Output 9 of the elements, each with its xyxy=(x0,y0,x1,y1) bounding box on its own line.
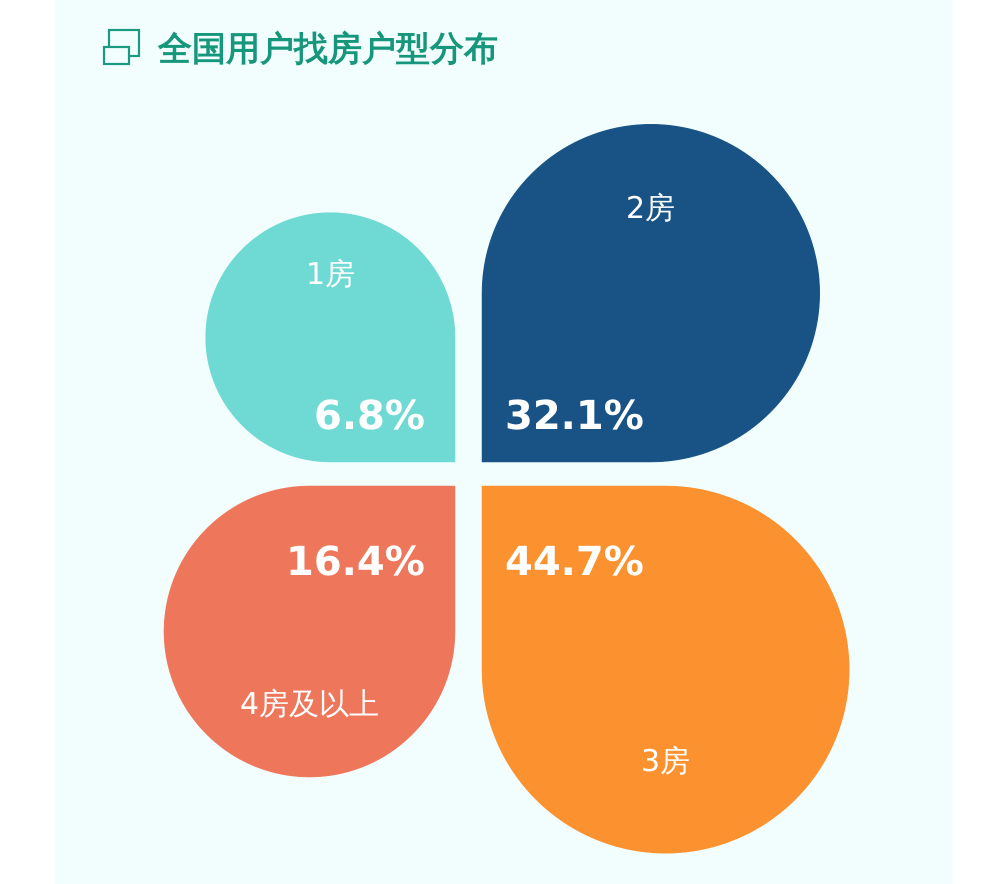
category-label: 4房及以上 xyxy=(240,687,380,722)
data-label: 16.4% xyxy=(286,539,425,585)
data-label: 44.7% xyxy=(505,539,644,585)
category-label: 3房 xyxy=(641,744,690,779)
data-label: 32.1% xyxy=(505,393,644,439)
text: 全国用户找房户型分布 xyxy=(157,28,498,69)
data-label: 6.8% xyxy=(314,393,425,439)
category-label: 1房 xyxy=(306,257,356,292)
category-label: 2房 xyxy=(626,191,676,226)
